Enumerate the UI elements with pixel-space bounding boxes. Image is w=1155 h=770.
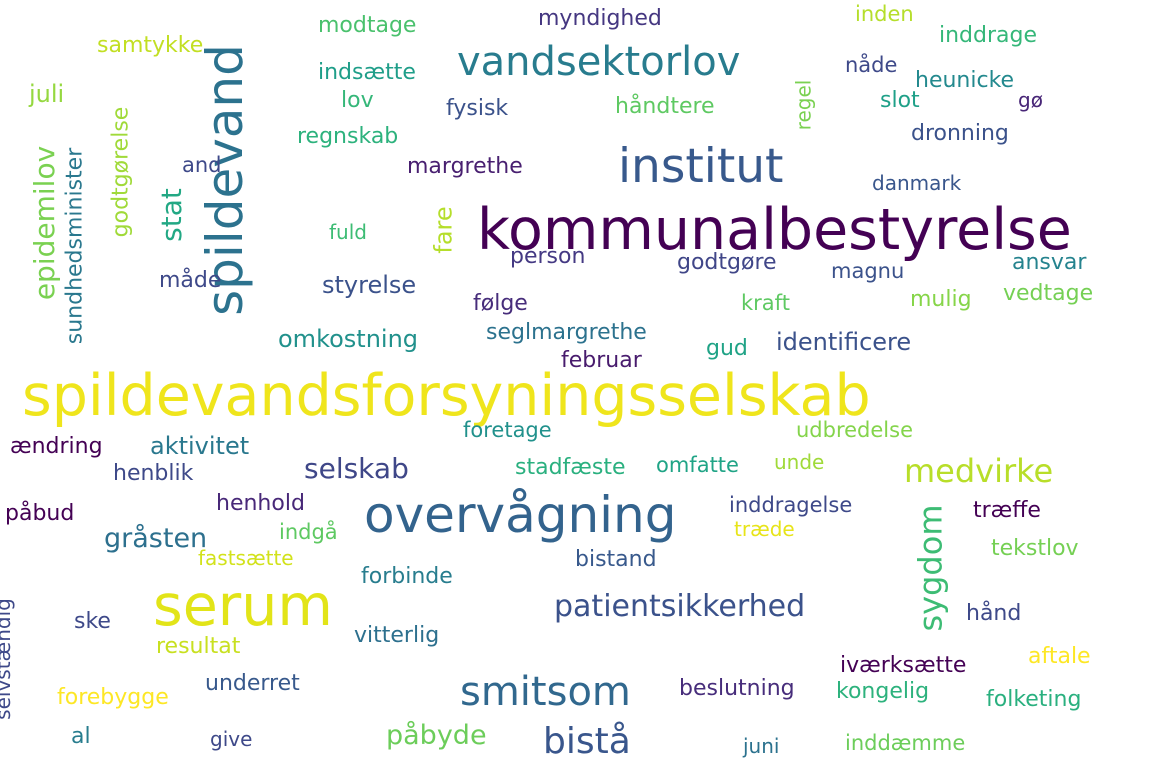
word: aftale xyxy=(1028,644,1091,669)
word: samtykke xyxy=(97,33,204,58)
word: inddrage xyxy=(939,23,1038,48)
word: aktivitet xyxy=(150,432,250,460)
word: juni xyxy=(743,734,780,758)
word: træffe xyxy=(973,498,1041,523)
word: selskab xyxy=(304,452,409,485)
word: foretage xyxy=(463,418,552,442)
word: stadfæste xyxy=(515,455,626,480)
word: håndtere xyxy=(615,94,715,119)
word: slot xyxy=(880,88,920,113)
word: mulig xyxy=(910,287,972,312)
word: inddragelse xyxy=(729,493,853,517)
word: vedtage xyxy=(1003,281,1094,306)
word: overvågning xyxy=(364,486,677,544)
word: resultat xyxy=(156,634,241,659)
word: sundhedsminister xyxy=(62,147,88,345)
word: omkostning xyxy=(278,325,419,353)
word: magnu xyxy=(831,259,905,283)
word: unde xyxy=(774,450,825,474)
word: regel xyxy=(791,79,816,131)
word: underret xyxy=(205,671,300,696)
word: påbud xyxy=(5,501,75,526)
word: bistand xyxy=(575,547,657,572)
word: danmark xyxy=(872,171,962,195)
word: person xyxy=(510,244,586,269)
word: fuld xyxy=(329,220,367,244)
word: myndighed xyxy=(538,6,662,31)
word: serum xyxy=(153,573,333,639)
word: margrethe xyxy=(407,154,523,179)
word: kommunalbestyrelse xyxy=(477,197,1072,263)
word: hånd xyxy=(966,601,1022,626)
word: epidemilov xyxy=(28,145,62,301)
word: udbredelse xyxy=(796,418,914,442)
word: seglmargrethe xyxy=(486,320,647,345)
word: identificere xyxy=(776,328,912,356)
word: stat xyxy=(154,188,188,242)
word: godtgøre xyxy=(677,250,777,275)
word: give xyxy=(210,727,253,751)
word: juli xyxy=(29,80,65,108)
word: fare xyxy=(429,206,458,254)
word: selvstændig xyxy=(0,598,15,720)
word: institut xyxy=(618,139,784,194)
word: fysisk xyxy=(446,96,509,121)
word: modtage xyxy=(318,13,417,38)
word: nåde xyxy=(845,53,898,77)
word: kongelig xyxy=(836,679,930,704)
word: heunicke xyxy=(915,68,1015,93)
word: al xyxy=(71,724,91,749)
word: gråsten xyxy=(104,523,208,554)
word: tekstlov xyxy=(991,536,1079,561)
word: folketing xyxy=(986,687,1082,712)
word: henhold xyxy=(216,491,305,516)
word: regnskab xyxy=(297,124,399,149)
word: ske xyxy=(74,609,111,634)
word: måde xyxy=(159,268,222,293)
word: omfatte xyxy=(656,453,739,477)
word: vandsektorlov xyxy=(457,39,741,85)
word: vitterlig xyxy=(354,623,440,648)
word: dronning xyxy=(911,121,1009,146)
word: følge xyxy=(473,291,528,316)
word: godtgørelse xyxy=(108,106,134,238)
word: styrelse xyxy=(322,271,417,299)
word: patientsikkerhed xyxy=(554,589,806,624)
word: træde xyxy=(734,517,795,541)
word: ændring xyxy=(10,434,103,459)
word: gø xyxy=(1018,88,1043,112)
word: ansvar xyxy=(1012,250,1087,275)
word: påbyde xyxy=(386,720,487,751)
word: henblik xyxy=(113,461,194,486)
word: inddæmme xyxy=(845,731,966,755)
word: smitsom xyxy=(460,669,631,715)
word: lov xyxy=(341,88,374,113)
word: inden xyxy=(855,2,914,26)
word: indgå xyxy=(279,520,338,544)
word: kraft xyxy=(741,291,790,315)
word: beslutning xyxy=(679,676,795,701)
word: indsætte xyxy=(318,60,416,85)
word: fastsætte xyxy=(198,546,294,570)
word: februar xyxy=(561,348,642,373)
word: spildevandsforsyningsselskab xyxy=(22,363,871,429)
word: and xyxy=(182,153,222,177)
word: medvirke xyxy=(904,452,1054,490)
word: gud xyxy=(706,336,748,361)
word: bistå xyxy=(543,721,631,762)
word: iværksætte xyxy=(840,653,967,678)
word: forebygge xyxy=(57,685,169,710)
word: sygdom xyxy=(911,504,950,632)
word: forbinde xyxy=(361,564,453,589)
